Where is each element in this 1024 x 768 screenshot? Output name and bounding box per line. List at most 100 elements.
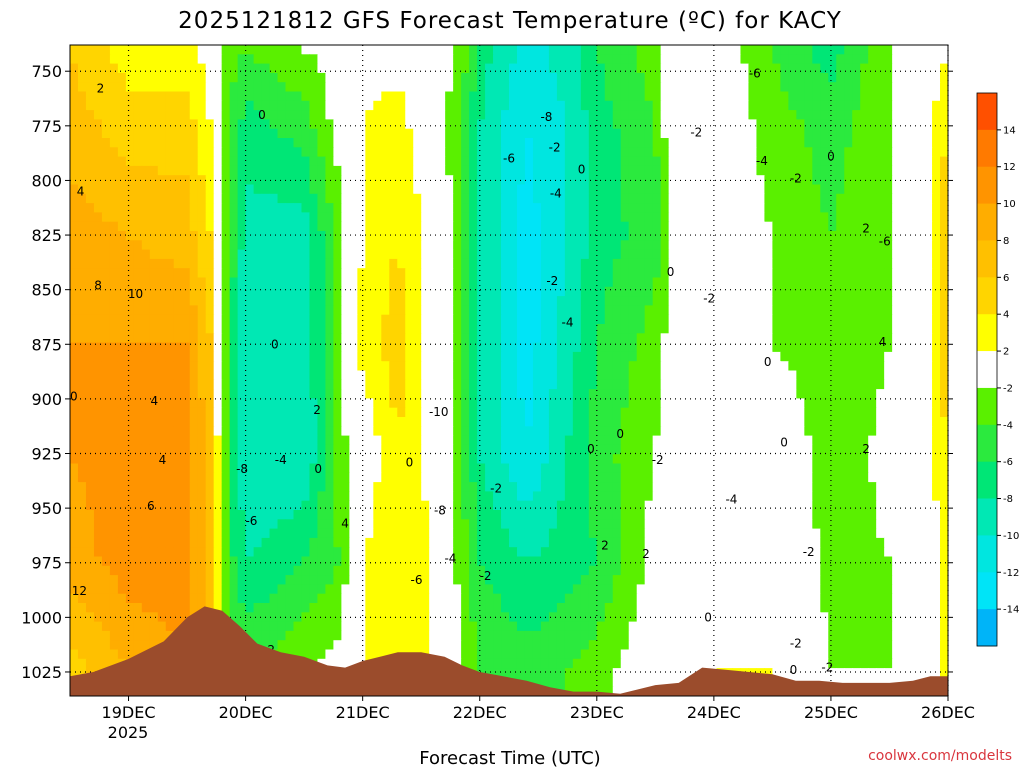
field-cell [924, 128, 933, 139]
field-cell [485, 314, 494, 325]
field-cell [540, 324, 550, 334]
field-cell [437, 296, 446, 306]
field-cell [644, 138, 654, 148]
field-cell [477, 268, 486, 279]
field-cell [644, 119, 654, 130]
field-cell [924, 63, 933, 74]
field-cell [301, 212, 311, 223]
field-cell [341, 370, 350, 381]
field-cell [149, 128, 159, 139]
field-cell [165, 45, 175, 55]
field-cell [461, 138, 470, 148]
field-cell [205, 305, 215, 316]
field-cell [341, 249, 350, 260]
field-cell [524, 426, 534, 437]
field-cell [181, 193, 191, 204]
field-cell [580, 286, 590, 297]
field-cell [716, 370, 726, 381]
field-cell [572, 286, 582, 297]
field-cell [70, 277, 79, 288]
field-cell [940, 138, 948, 148]
field-cell [556, 435, 566, 446]
field-cell [908, 138, 917, 148]
field-cell [860, 231, 869, 241]
field-cell [564, 63, 574, 74]
field-cell [309, 45, 319, 55]
field-cell [317, 231, 327, 241]
field-cell [892, 435, 901, 446]
field-cell [317, 100, 327, 111]
field-cell [812, 314, 821, 325]
field-cell [788, 147, 797, 158]
field-cell [932, 407, 941, 418]
field-cell [860, 221, 869, 232]
field-cell [133, 72, 143, 83]
field-cell [804, 128, 813, 139]
field-cell [548, 184, 558, 195]
field-cell [868, 389, 877, 399]
field-cell [237, 305, 247, 316]
field-cell [133, 454, 143, 465]
field-cell [453, 231, 462, 241]
field-cell [357, 54, 366, 65]
field-cell [836, 119, 845, 130]
field-cell [732, 138, 742, 148]
field-cell [293, 361, 303, 372]
field-cell [780, 268, 789, 279]
field-cell [932, 54, 941, 65]
field-cell [676, 72, 686, 83]
field-cell [844, 119, 853, 130]
field-cell [317, 193, 327, 204]
field-cell [812, 203, 821, 213]
field-cell [716, 240, 726, 251]
field-cell [117, 110, 127, 120]
field-cell [932, 231, 941, 241]
field-cell [628, 249, 638, 260]
field-cell [548, 417, 558, 427]
field-cell [437, 463, 446, 474]
field-cell [477, 370, 486, 381]
field-cell [516, 212, 526, 223]
field-cell [149, 426, 159, 437]
field-cell [85, 138, 95, 148]
field-cell [269, 175, 279, 186]
field-cell [309, 165, 319, 176]
field-cell [932, 389, 941, 399]
field-cell [229, 324, 239, 334]
field-cell [349, 45, 358, 55]
field-cell [900, 435, 909, 446]
field-cell [684, 100, 694, 111]
field-cell [429, 138, 438, 148]
field-cell [756, 165, 766, 176]
field-cell [237, 398, 247, 409]
field-cell [181, 268, 191, 279]
field-cell [485, 82, 494, 93]
field-cell [652, 184, 662, 195]
field-cell [772, 165, 781, 176]
field-cell [381, 240, 390, 251]
field-cell [796, 444, 805, 455]
field-cell [684, 417, 694, 427]
field-cell [812, 277, 821, 288]
field-cell [205, 361, 215, 372]
field-cell [836, 221, 845, 232]
field-cell [293, 165, 303, 176]
field-cell [516, 175, 526, 186]
field-cell [93, 240, 103, 251]
field-cell [804, 370, 813, 381]
field-cell [708, 100, 718, 111]
field-cell [668, 82, 678, 93]
field-cell [820, 100, 829, 111]
field-cell [85, 82, 95, 93]
field-cell [301, 268, 311, 279]
field-cell [85, 119, 95, 130]
field-cell [181, 212, 191, 223]
field-cell [684, 193, 694, 204]
field-cell [772, 305, 781, 316]
field-cell [333, 138, 342, 148]
field-cell [173, 389, 183, 399]
field-cell [181, 389, 191, 399]
field-cell [828, 435, 837, 446]
field-cell [317, 379, 327, 390]
field-cell [85, 286, 95, 297]
